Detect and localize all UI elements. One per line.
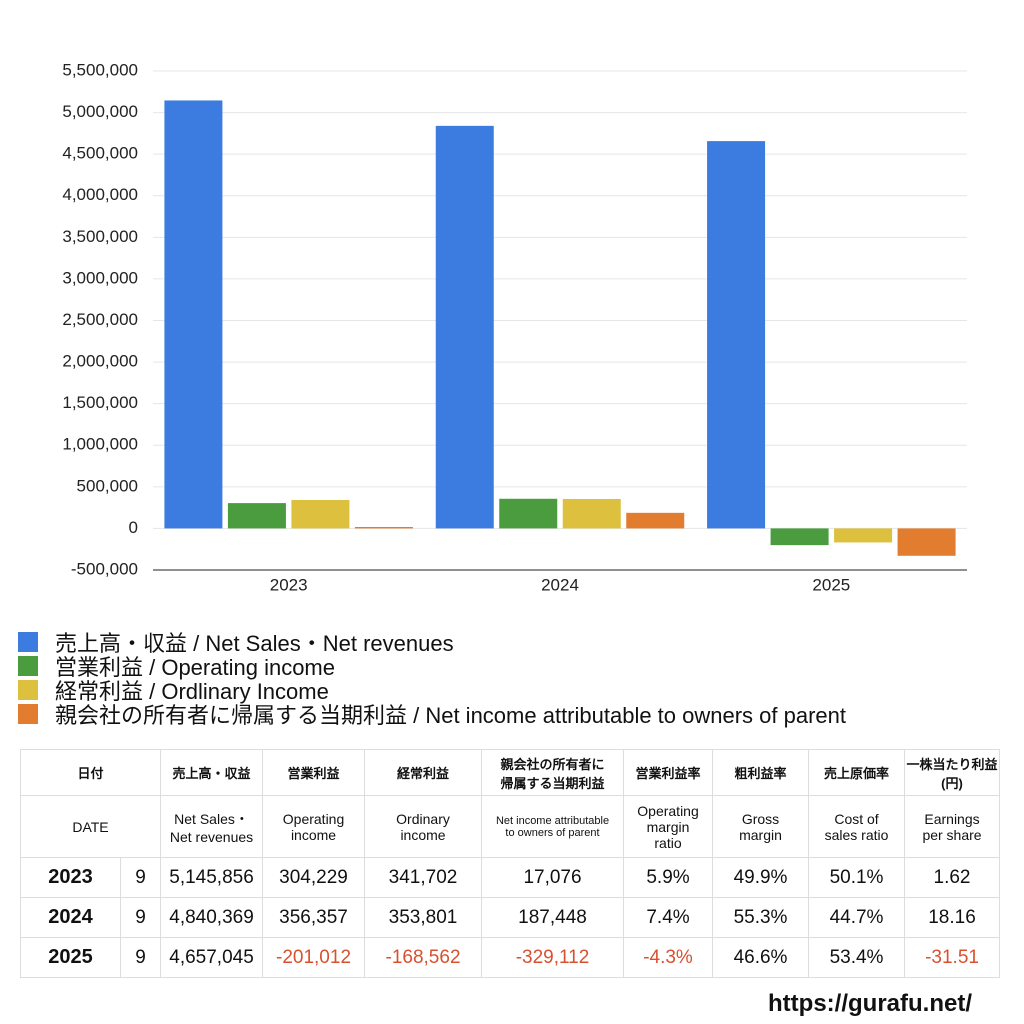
data-cell: -329,112 [481, 937, 625, 978]
legend-label: 営業利益 / Operating income [55, 655, 335, 680]
legend-swatch [18, 632, 38, 652]
header-row: DATE Net Sales・ Net revenues Operating inc… [19, 795, 1001, 858]
data-cell: -168,562 [364, 937, 483, 978]
data-cell: 2025 [20, 937, 121, 978]
data-cell: 2023 [20, 857, 121, 898]
data-cell: 9 [119, 857, 162, 898]
data-cell: 44.7% [808, 897, 906, 938]
chart: -500,000 0 500,000 1,000,000 1,500,000 2,000,… [62, 60, 967, 594]
header-row: 日付 売上高・収益 営業利益 経常利益 親会社の所有者に 帰属する当期利益 営業利益率 粗利… [19, 749, 1001, 796]
data-cell: 356,357 [262, 897, 366, 938]
data-cell: 55.3% [712, 897, 810, 938]
y-tick-label: 1,500,000 [62, 393, 138, 412]
bar [834, 528, 893, 543]
data-cell: 9 [119, 897, 162, 938]
data-row: 2025 9 4,657,045 -201,012 -168,562 -329,112 -4… [20, 937, 1001, 978]
y-tick-label: 3,000,000 [62, 268, 138, 287]
legend-swatch [18, 704, 38, 724]
legend-label: 親会社の所有者に帰属する当期利益 / Net income attributab… [55, 703, 847, 728]
data-row: 2023 9 5,145,856 304,229 341,702 17,076 5.9% 49… [20, 857, 1001, 898]
data-cell: 5.9% [623, 857, 714, 898]
header-cell: 経常利益 [364, 749, 483, 796]
x-tick-label: 2023 [270, 575, 308, 594]
data-cell: 4,840,369 [160, 897, 264, 938]
header-cell: 親会社の所有者に 帰属する当期利益 [481, 749, 625, 796]
y-tick-label: 2,500,000 [62, 310, 138, 329]
data-cell: -31.51 [904, 937, 1001, 978]
legend-item: 営業利益 / Operating income [18, 654, 846, 680]
bar [897, 528, 956, 556]
data-cell: 353,801 [364, 897, 483, 938]
header-cell: Ordinary income [364, 795, 483, 858]
bar [435, 125, 494, 529]
y-tick-label: 4,500,000 [62, 144, 138, 163]
y-tick-label: 0 [129, 518, 138, 537]
y-tick-label: 2,000,000 [62, 352, 138, 371]
legend-item: 経常利益 / Ordlinary Income [18, 678, 846, 704]
header-cell: Operating margin ratio [623, 795, 714, 858]
data-cell: 17,076 [481, 857, 625, 898]
data-cell: 50.1% [808, 857, 906, 898]
bar [227, 503, 286, 529]
x-tick-label: 2025 [812, 575, 850, 594]
header-cell: 営業利益 [262, 749, 366, 796]
data-table: 日付 売上高・収益 営業利益 経常利益 親会社の所有者に 帰属する当期利益 営業利益率 粗利… [19, 749, 1001, 978]
y-tick-label: 4,000,000 [62, 185, 138, 204]
data-cell: 187,448 [481, 897, 625, 938]
header-cell: Cost of sales ratio [808, 795, 906, 858]
data-cell: 49.9% [712, 857, 810, 898]
header-cell: 売上高・収益 [160, 749, 264, 796]
bar [499, 498, 558, 529]
data-cell: 1.62 [904, 857, 1001, 898]
legend-swatch [18, 680, 38, 700]
bar [354, 526, 413, 529]
data-cell: 304,229 [262, 857, 366, 898]
bar [562, 498, 621, 529]
header-cell: Net income attributable to owners of par… [481, 795, 625, 858]
y-tick-label: 5,500,000 [62, 60, 138, 79]
legend-label: 経常利益 / Ordlinary Income [55, 679, 329, 704]
header-cell: Operating income [262, 795, 366, 858]
data-cell: 4,657,045 [160, 937, 264, 978]
header-cell: DATE [19, 795, 162, 858]
header-cell: 日付 [19, 749, 162, 796]
x-tick-label: 2024 [541, 575, 579, 594]
legend: 売上高・収益 / Net Sales・Net revenues 営業利益 / Op… [18, 630, 846, 728]
header-cell: 一株当たり利益 (円) [904, 749, 1001, 796]
header-cell: Earnings per share [904, 795, 1001, 858]
footer-url: https://gurafu.net/ [768, 990, 972, 1017]
bar [770, 528, 829, 546]
data-cell: 341,702 [364, 857, 483, 898]
bar [626, 512, 685, 529]
data-cell: 9 [119, 937, 162, 978]
legend-item: 売上高・収益 / Net Sales・Net revenues [18, 630, 846, 656]
data-cell: -4.3% [623, 937, 714, 978]
data-cell: 46.6% [712, 937, 810, 978]
y-tick-label: 5,000,000 [62, 102, 138, 121]
data-cell: 7.4% [623, 897, 714, 938]
data-cell: -201,012 [262, 937, 366, 978]
data-cell: 5,145,856 [160, 857, 264, 898]
header-cell: 営業利益率 [623, 749, 714, 796]
header-cell: 売上原価率 [808, 749, 906, 796]
y-tick-label: -500,000 [71, 559, 138, 578]
data-cell: 53.4% [808, 937, 906, 978]
header-cell: Net Sales・ Net revenues [160, 795, 264, 858]
data-cell: 2024 [20, 897, 121, 938]
header-cell: Gross margin [712, 795, 810, 858]
bar [291, 499, 350, 529]
y-tick-label: 500,000 [77, 476, 138, 495]
bar [164, 100, 223, 529]
data-row: 2024 9 4,840,369 356,357 353,801 187,448 7.4% 5… [20, 897, 1001, 938]
data-cell: 18.16 [904, 897, 1001, 938]
header-cell: 粗利益率 [712, 749, 810, 796]
legend-swatch [18, 656, 38, 676]
legend-label: 売上高・収益 / Net Sales・Net revenues [55, 631, 454, 656]
y-tick-label: 1,000,000 [62, 435, 138, 454]
bar [707, 141, 766, 529]
y-tick-label: 3,500,000 [62, 227, 138, 246]
legend-item: 親会社の所有者に帰属する当期利益 / Net income attributab… [18, 702, 846, 728]
